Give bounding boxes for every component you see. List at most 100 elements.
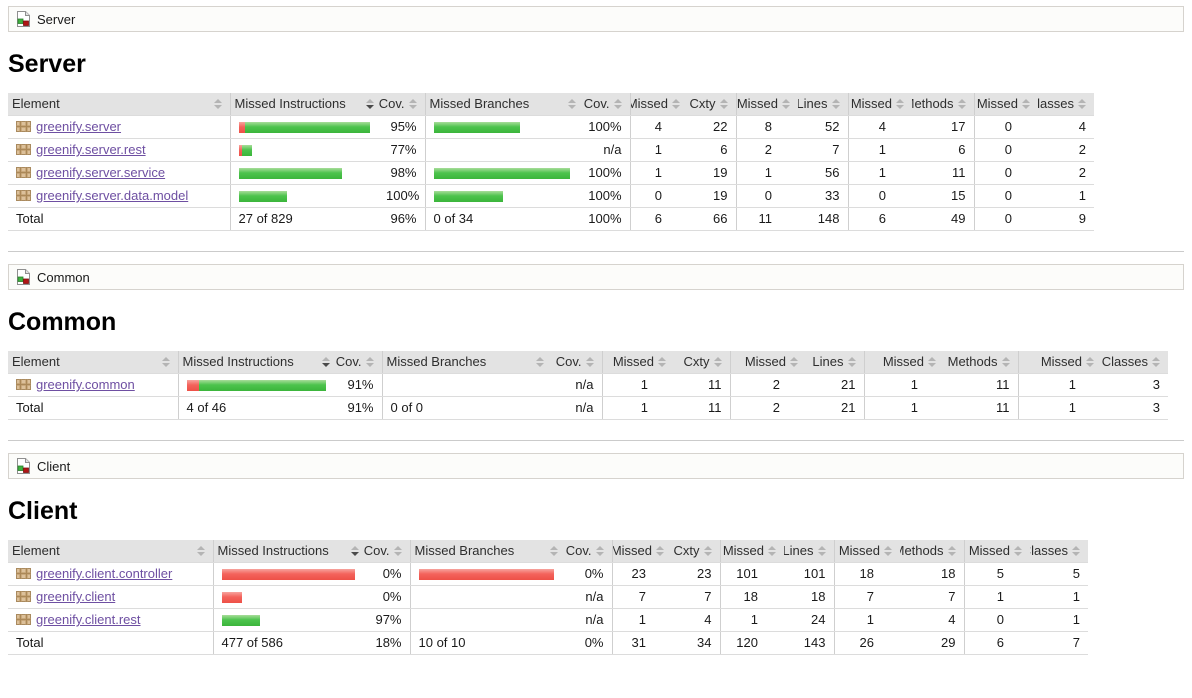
sort-arrows-icon[interactable] — [928, 357, 936, 367]
sort-arrows-icon[interactable] — [365, 357, 374, 367]
column-label: Element — [12, 354, 60, 369]
column-header-missed-5[interactable]: Missed — [629, 93, 688, 116]
column-header-cxty-6[interactable]: Cxty — [672, 540, 720, 563]
coverage-table-server: Element Missed Instructions Cov. Missed Bra… — [8, 93, 1094, 231]
sort-arrows-icon[interactable] — [831, 99, 840, 109]
column-header-methods-10[interactable]: Methods — [900, 540, 964, 563]
column-header-missed-7[interactable]: Missed — [729, 351, 806, 374]
column-header-classes-12[interactable]: Classes — [1030, 540, 1088, 563]
sort-arrows-icon[interactable] — [768, 546, 776, 556]
column-header-lines-8[interactable]: Lines — [798, 93, 848, 116]
column-header-missed-7[interactable]: Missed — [735, 93, 798, 116]
column-header-cov-2[interactable]: Cov. — [378, 93, 425, 116]
sort-arrows-icon[interactable] — [550, 546, 558, 556]
column-header-missed-9[interactable]: Missed — [863, 351, 944, 374]
sort-arrows-icon[interactable] — [536, 357, 544, 367]
sort-arrows-icon[interactable] — [782, 99, 790, 109]
sort-arrows-icon[interactable] — [847, 357, 856, 367]
missed-instructions-bar — [186, 379, 326, 391]
sort-arrows-icon[interactable] — [393, 546, 402, 556]
sort-arrows-icon[interactable] — [613, 99, 622, 109]
sort-arrows-icon[interactable] — [1014, 546, 1022, 556]
column-header-lines-8[interactable]: Lines — [784, 540, 834, 563]
sort-arrows-icon[interactable] — [595, 546, 604, 556]
page-title: Server — [8, 50, 86, 78]
missed-methods-cell: 26 — [833, 631, 900, 655]
sort-arrows-icon[interactable] — [719, 99, 728, 109]
sort-arrows-icon[interactable] — [213, 99, 222, 109]
sort-arrows-icon[interactable] — [713, 357, 722, 367]
column-label: Missed Branches — [414, 543, 515, 558]
sort-arrows-icon[interactable] — [884, 546, 892, 556]
column-header-missed-5[interactable]: Missed — [611, 540, 672, 563]
package-link[interactable]: greenify.server.rest — [36, 142, 146, 157]
package-link[interactable]: greenify.common — [36, 377, 135, 392]
column-header-classes-12[interactable]: Classes — [1102, 351, 1168, 374]
package-link[interactable]: greenify.client.rest — [36, 612, 141, 627]
classes-cell: 4 — [1038, 115, 1094, 139]
column-header-missed-instructions-1[interactable]: Missed Instructions — [229, 93, 378, 116]
sort-arrows-icon[interactable] — [790, 357, 798, 367]
column-header-methods-10[interactable]: Methods — [944, 351, 1018, 374]
column-header-missed-11[interactable]: Missed — [963, 540, 1030, 563]
sort-arrows-icon[interactable] — [1152, 357, 1160, 367]
column-header-missed-branches-3[interactable]: Missed Branches — [409, 540, 562, 563]
column-header-cov-4[interactable]: Cov. — [548, 351, 602, 374]
package-link[interactable]: greenify.server.data.model — [36, 188, 189, 203]
sort-arrows-icon[interactable] — [957, 99, 966, 109]
column-header-cov-4[interactable]: Cov. — [580, 93, 630, 116]
sort-arrows-icon[interactable] — [322, 357, 330, 367]
column-header-element-0[interactable]: Element — [8, 93, 230, 116]
column-header-missed-9[interactable]: Missed — [833, 540, 900, 563]
missed-classes-cell: 5 — [963, 562, 1030, 586]
sort-arrows-icon[interactable] — [366, 99, 374, 109]
column-header-missed-branches-3[interactable]: Missed Branches — [424, 93, 580, 116]
sort-arrows-icon[interactable] — [585, 357, 594, 367]
missed-lines-cell: 120 — [719, 631, 784, 655]
package-link[interactable]: greenify.client — [36, 589, 116, 604]
sort-arrows-icon[interactable] — [568, 99, 576, 109]
column-header-missed-11[interactable]: Missed — [1017, 351, 1102, 374]
package-row: greenify.server.data.model 100% 100% 0 19 0 33… — [8, 184, 1094, 208]
sort-arrows-icon[interactable] — [658, 357, 666, 367]
column-header-cov-2[interactable]: Cov. — [334, 351, 382, 374]
column-header-missed-5[interactable]: Missed — [601, 351, 674, 374]
column-header-lines-8[interactable]: Lines — [806, 351, 864, 374]
sort-arrows-icon[interactable] — [947, 546, 956, 556]
sort-arrows-icon[interactable] — [161, 357, 170, 367]
missed-classes-cell: 0 — [973, 184, 1038, 208]
column-header-element-0[interactable]: Element — [8, 540, 213, 563]
column-header-missed-instructions-1[interactable]: Missed Instructions — [212, 540, 363, 563]
column-header-missed-branches-3[interactable]: Missed Branches — [381, 351, 548, 374]
column-header-missed-11[interactable]: Missed — [973, 93, 1038, 116]
sort-arrows-icon[interactable] — [672, 99, 680, 109]
column-header-cov-2[interactable]: Cov. — [363, 540, 410, 563]
column-header-cxty-6[interactable]: Cxty — [688, 93, 736, 116]
sort-arrows-icon[interactable] — [703, 546, 712, 556]
package-link[interactable]: greenify.client.controller — [36, 566, 173, 581]
column-header-element-0[interactable]: Element — [8, 351, 178, 374]
column-label: Lines — [798, 96, 828, 111]
missed-lines-cell: 1 — [719, 608, 784, 632]
sort-arrows-icon[interactable] — [817, 546, 826, 556]
column-header-cov-4[interactable]: Cov. — [562, 540, 612, 563]
column-header-methods-10[interactable]: Methods — [912, 93, 974, 116]
sort-arrows-icon[interactable] — [656, 546, 664, 556]
sort-arrows-icon[interactable] — [1078, 99, 1086, 109]
package-link[interactable]: greenify.server — [36, 119, 122, 134]
sort-arrows-icon[interactable] — [896, 99, 904, 109]
column-header-missed-9[interactable]: Missed — [847, 93, 912, 116]
sort-arrows-icon[interactable] — [1072, 546, 1080, 556]
sort-arrows-icon[interactable] — [1022, 99, 1030, 109]
package-link[interactable]: greenify.server.service — [36, 165, 166, 180]
sort-arrows-icon[interactable] — [351, 546, 359, 556]
sort-arrows-icon[interactable] — [408, 99, 417, 109]
sort-arrows-icon[interactable] — [1086, 357, 1094, 367]
sort-arrows-icon[interactable] — [1001, 357, 1010, 367]
column-header-missed-7[interactable]: Missed — [719, 540, 784, 563]
sort-arrows-icon[interactable] — [196, 546, 205, 556]
column-header-cxty-6[interactable]: Cxty — [674, 351, 730, 374]
methods-cell: 11 — [944, 396, 1018, 420]
column-header-missed-instructions-1[interactable]: Missed Instructions — [177, 351, 334, 374]
column-header-classes-12[interactable]: Classes — [1038, 93, 1094, 116]
